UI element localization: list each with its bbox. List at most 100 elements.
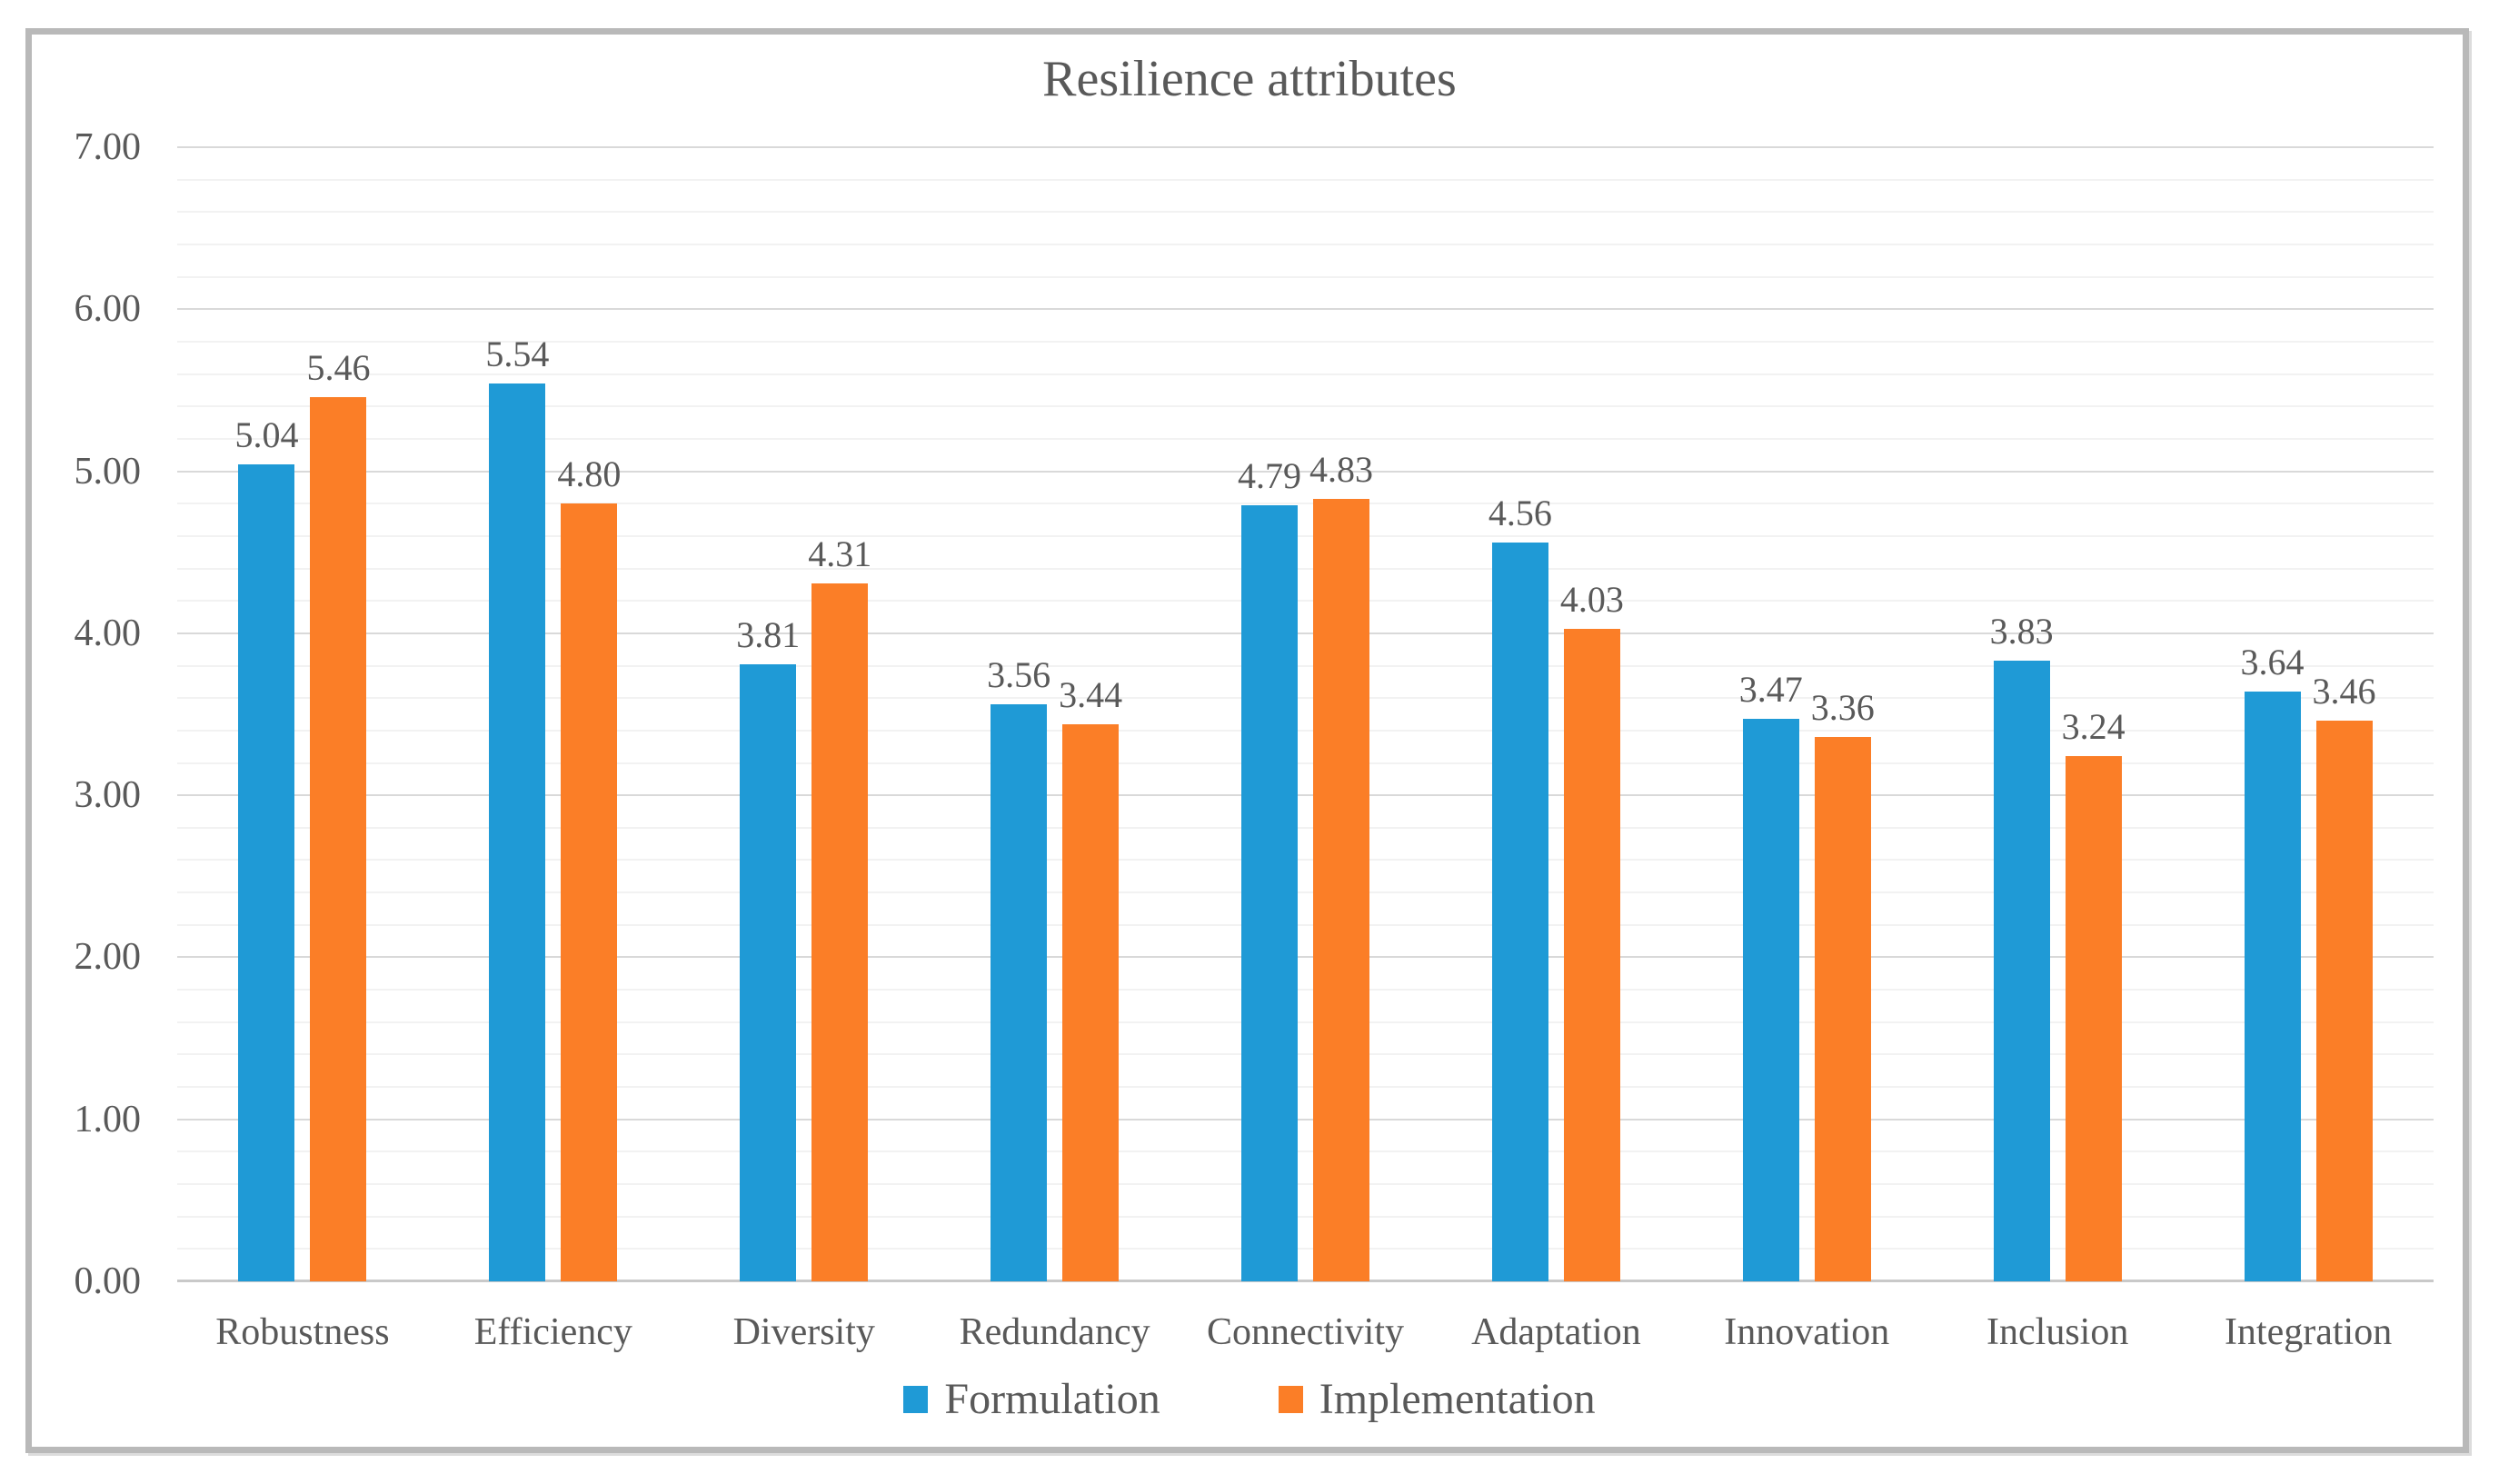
gridline-major (177, 146, 2434, 148)
gridline-minor (177, 373, 2434, 375)
bar-value-label: 3.56 (987, 654, 1051, 696)
bar-implementation-robustness (310, 396, 367, 1281)
bar-value-label: 4.83 (1309, 448, 1373, 490)
gridline-major (177, 1118, 2434, 1120)
bar-formulation-diversity (740, 663, 797, 1281)
gridline-minor (177, 1021, 2434, 1023)
gridline-major (177, 632, 2434, 634)
gridline-major (177, 308, 2434, 311)
bar-formulation-adaptation (1491, 543, 1548, 1281)
y-tick-label: 0.00 (74, 1260, 142, 1302)
gridline-minor (177, 1086, 2434, 1089)
bar-formulation-innovation (1742, 719, 1799, 1281)
gridline-minor (177, 503, 2434, 505)
bar-value-label: 5.04 (234, 414, 299, 456)
legend-label: Formulation (944, 1375, 1160, 1423)
category-label-diversity: Diversity (732, 1311, 875, 1353)
gridline-minor (177, 697, 2434, 700)
bar-formulation-redundancy (991, 704, 1048, 1281)
legend: Formulation Implementation (0, 1369, 2499, 1430)
y-tick-label: 3.00 (74, 774, 142, 817)
bar-value-label: 3.46 (2312, 671, 2376, 712)
legend-label: Implementation (1319, 1375, 1596, 1423)
gridline-minor (177, 340, 2434, 343)
gridline-minor (177, 243, 2434, 245)
gridline-minor (177, 1215, 2434, 1218)
gridline-minor (177, 923, 2434, 926)
bar-implementation-efficiency (561, 503, 618, 1281)
bar-implementation-innovation (1814, 736, 1871, 1281)
gridline-minor (177, 826, 2434, 829)
category-label-efficiency: Efficiency (473, 1311, 632, 1353)
y-tick-label: 2.00 (74, 936, 142, 979)
gridline-minor (177, 891, 2434, 894)
gridline-minor (177, 178, 2434, 181)
bar-value-label: 4.31 (808, 533, 872, 574)
bar-implementation-connectivity (1313, 498, 1369, 1281)
plot-area: 5.04 5.46 5.54 4.80 3.81 4.31 3.56 3.44 4.79 4.83… (177, 146, 2434, 1282)
category-label-adaptation: Adaptation (1471, 1311, 1641, 1353)
y-tick-label: 6.00 (74, 288, 142, 331)
y-axis: 0.00 1.00 2.00 3.00 4.00 5.00 6.00 7.00 (18, 0, 142, 1484)
bar-value-label: 4.03 (1559, 578, 1624, 620)
gridline-minor (177, 437, 2434, 440)
bar-implementation-adaptation (1563, 628, 1620, 1281)
bar-value-label: 3.83 (1989, 611, 2054, 652)
bar-implementation-inclusion (2065, 756, 2122, 1281)
bar-implementation-integration (2315, 721, 2373, 1281)
bar-value-label: 5.54 (485, 334, 550, 375)
gridline-minor (177, 664, 2434, 667)
category-label-robustness: Robustness (215, 1311, 390, 1353)
bar-implementation-redundancy (1062, 723, 1120, 1281)
gridline-minor (177, 1150, 2434, 1153)
legend-marker-icon (903, 1386, 929, 1413)
bar-value-label: 3.44 (1059, 673, 1123, 715)
gridline-minor (177, 729, 2434, 732)
x-axis-line (177, 1280, 2434, 1282)
y-tick-label: 4.00 (74, 612, 142, 654)
y-tick-label: 7.00 (74, 126, 142, 168)
category-label-connectivity: Connectivity (1207, 1311, 1404, 1353)
gridline-minor (177, 275, 2434, 278)
gridline-minor (177, 859, 2434, 862)
legend-marker-icon (1278, 1386, 1303, 1413)
bar-value-label: 4.79 (1238, 455, 1301, 497)
bar-value-label: 4.56 (1488, 493, 1552, 534)
legend-item-implementation: Implementation (1278, 1372, 1596, 1427)
gridline-minor (177, 211, 2434, 214)
bar-implementation-diversity (811, 583, 869, 1281)
bar-formulation-connectivity (1241, 505, 1298, 1281)
category-label-innovation: Innovation (1724, 1311, 1890, 1353)
bar-formulation-efficiency (489, 383, 546, 1281)
bar-value-label: 3.47 (1738, 669, 1803, 711)
chart-title: Resilience attributes (1042, 51, 1457, 107)
gridline-minor (177, 534, 2434, 537)
bar-value-label: 3.24 (2061, 706, 2126, 748)
gridline-minor (177, 1248, 2434, 1250)
gridline-minor (177, 1053, 2434, 1056)
gridline-minor (177, 989, 2434, 991)
gridline-minor (177, 405, 2434, 408)
bar-formulation-inclusion (1993, 661, 2050, 1281)
bar-value-label: 4.80 (557, 453, 622, 495)
bar-formulation-robustness (238, 464, 295, 1281)
gridline-minor (177, 762, 2434, 764)
gridline-minor (177, 1183, 2434, 1186)
gridline-major (177, 470, 2434, 473)
y-tick-label: 1.00 (74, 1098, 142, 1140)
x-axis: Robustness Efficiency Diversity Redundancy C… (177, 1307, 2434, 1358)
gridline-major (177, 956, 2434, 959)
bar-value-label: 3.64 (2240, 642, 2305, 683)
gridline-major (177, 794, 2434, 797)
bar-value-label: 3.81 (736, 613, 801, 655)
category-label-integration: Integration (2224, 1311, 2393, 1353)
y-tick-label: 5.00 (74, 450, 142, 493)
bar-value-label: 5.46 (306, 346, 371, 388)
bar-formulation-integration (2244, 692, 2301, 1281)
category-label-redundancy: Redundancy (959, 1311, 1150, 1353)
bar-value-label: 3.36 (1810, 686, 1875, 728)
legend-item-formulation: Formulation (903, 1372, 1160, 1427)
gridline-minor (177, 600, 2434, 603)
gridline-minor (177, 567, 2434, 570)
category-label-inclusion: Inclusion (1986, 1311, 2129, 1353)
